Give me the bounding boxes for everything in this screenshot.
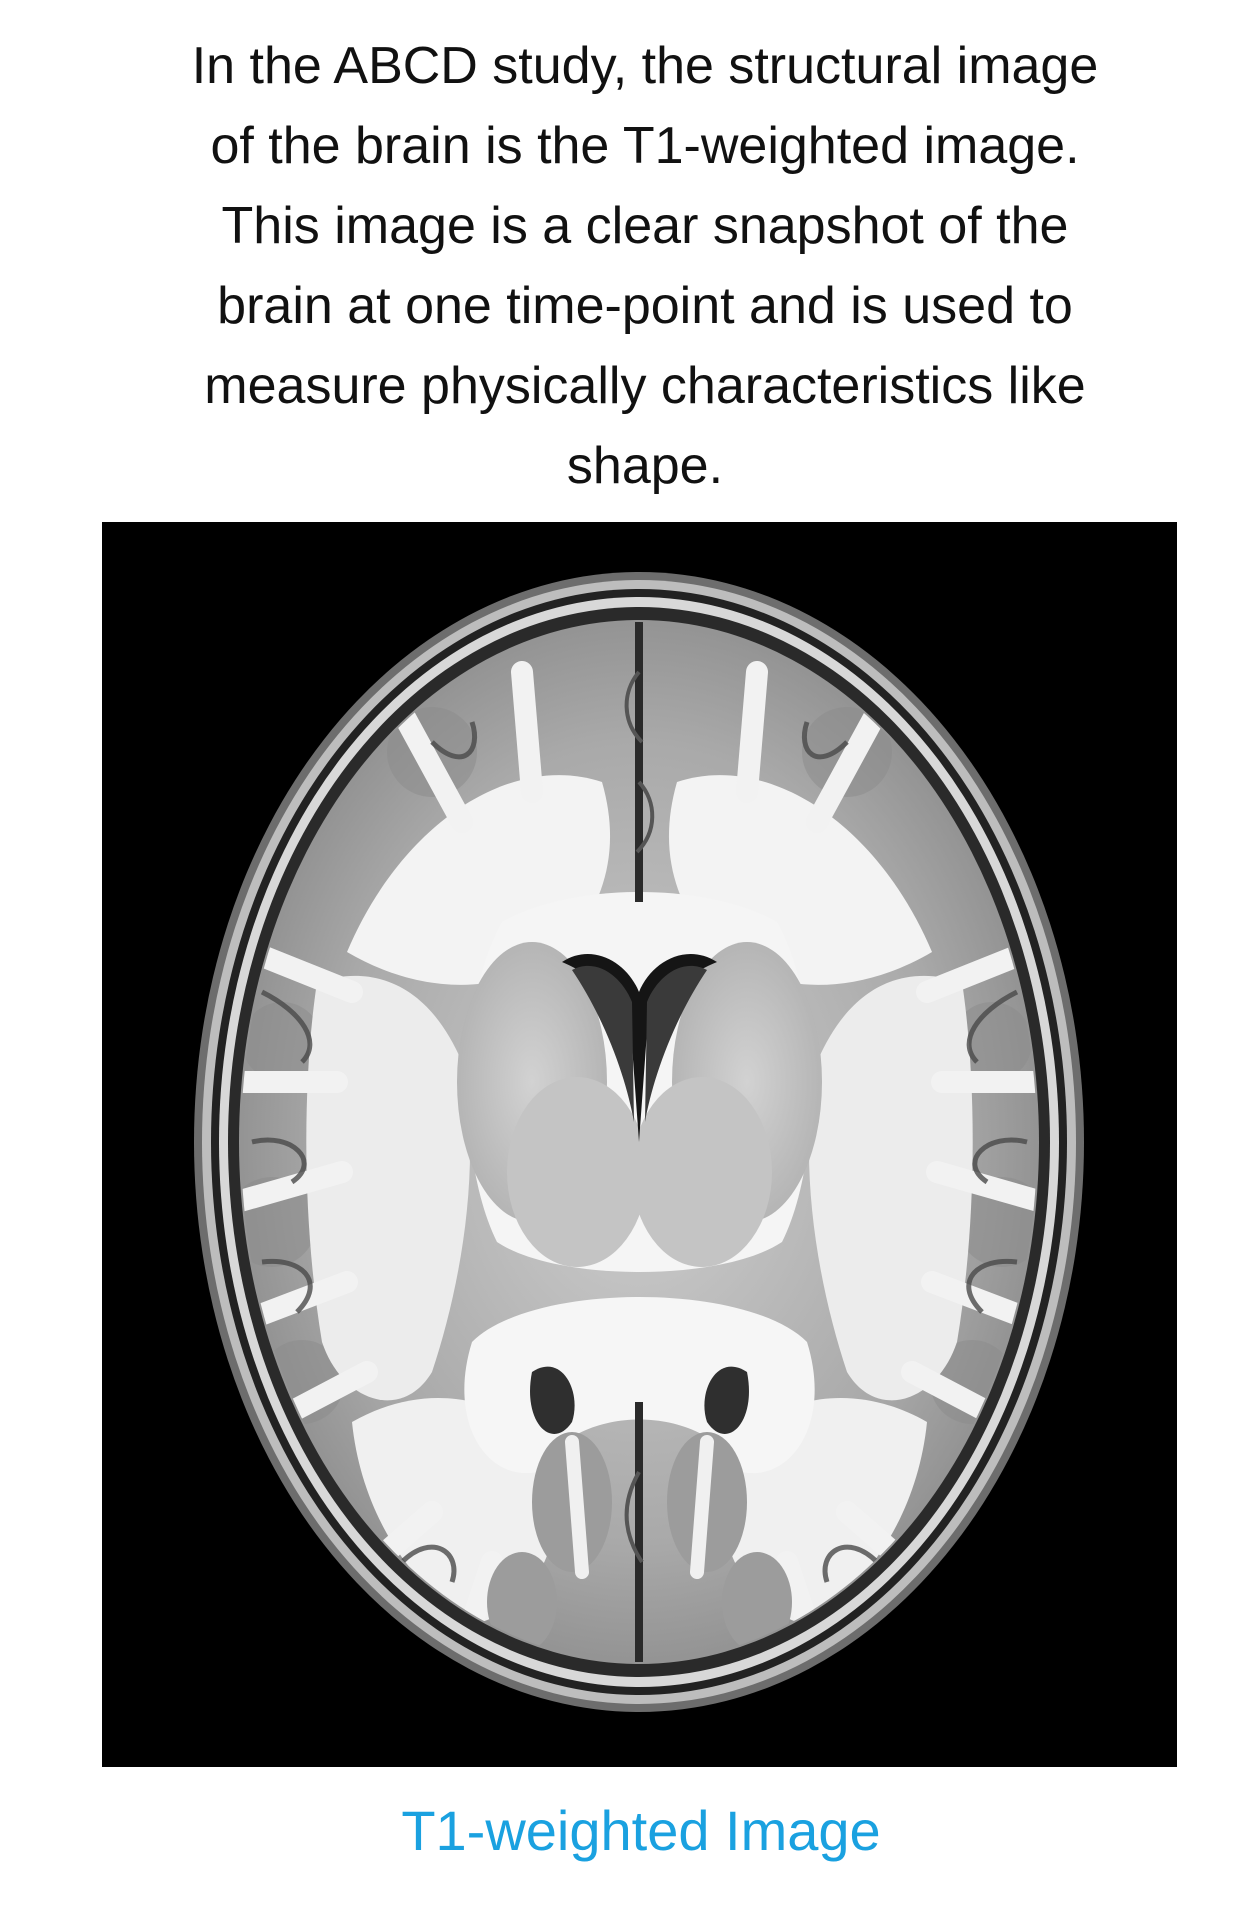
mri-image xyxy=(102,522,1177,1767)
intro-line-3: This image is a clear snapshot of the xyxy=(221,197,1069,255)
brain-mri-icon xyxy=(102,522,1177,1767)
intro-line-6: shape. xyxy=(566,437,724,495)
intro-paragraph: In the ABCD study, the structural image … xyxy=(100,26,1190,506)
intro-line-5: measure physically characteristics like xyxy=(204,357,1086,415)
intro-line-1: In the ABCD study, the structural image xyxy=(191,37,1099,95)
image-caption: T1-weighted Image xyxy=(401,1799,881,1862)
intro-line-4: brain at one time-point and is used to xyxy=(217,277,1073,335)
intro-line-2: of the brain is the T1-weighted image. xyxy=(210,117,1080,175)
